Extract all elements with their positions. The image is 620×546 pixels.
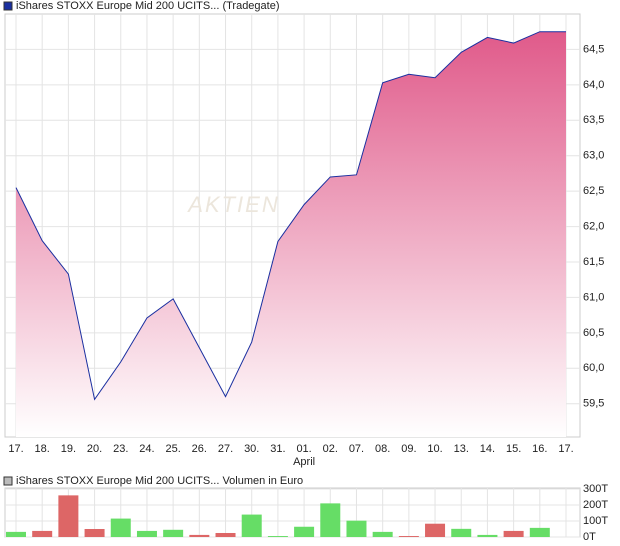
y-tick-label: 0T: [583, 531, 596, 543]
y-tick-label: 61,0: [583, 291, 604, 303]
x-tick-label: 18.: [35, 443, 50, 455]
bar: [477, 534, 498, 537]
bar: [267, 536, 288, 537]
bar: [163, 529, 184, 537]
bar: [529, 527, 550, 537]
x-tick-label: 17.: [558, 443, 573, 455]
bar: [398, 536, 419, 537]
line: [15, 31, 566, 401]
legend-swatch: [3, 476, 13, 486]
bar: [136, 530, 157, 537]
x-tick-label: 07.: [349, 443, 364, 455]
y-tick-label: 64,0: [583, 79, 604, 91]
bar: [294, 526, 315, 537]
bar: [58, 495, 79, 537]
y-tick-label: 63,0: [583, 150, 604, 162]
area: [16, 31, 566, 438]
x-tick-label: 15.: [506, 443, 521, 455]
y-tick-label: 62,0: [583, 220, 604, 232]
x-tick-label: 24.: [139, 443, 154, 455]
x-tick-label: 08.: [375, 443, 390, 455]
bar: [215, 532, 236, 537]
x-tick-label: 17.: [8, 443, 23, 455]
watermark: AKTIEN: [186, 192, 279, 217]
bar: [503, 530, 524, 537]
x-tick-label: 09.: [401, 443, 416, 455]
legend-swatch: [3, 1, 13, 11]
x-tick-label: 14.: [480, 443, 495, 455]
y-tick-label: 62,5: [583, 185, 604, 197]
x-tick-label: 16.: [532, 443, 547, 455]
y-tick-label: 61,5: [583, 256, 604, 268]
bar: [6, 531, 26, 537]
x-tick-label: 10.: [427, 443, 442, 455]
x-tick-label: 20.: [87, 443, 102, 455]
bar: [451, 528, 472, 537]
y-tick-label: 60,0: [583, 362, 604, 374]
chart-title: iShares STOXX Europe Mid 200 UCITS... (T…: [16, 0, 280, 12]
y-tick-label: 60,5: [583, 327, 604, 339]
y-tick-label: 64,5: [583, 43, 604, 55]
bar: [241, 514, 262, 537]
bar: [372, 531, 393, 537]
x-tick-label: 23.: [113, 443, 128, 455]
x-tick-label: 25.: [165, 443, 180, 455]
month-label: April: [293, 456, 315, 468]
plot-area: [4, 487, 581, 538]
x-tick-label: 01.: [296, 443, 311, 455]
y-tick-label: 200T: [583, 499, 608, 511]
bar: [425, 523, 446, 537]
y-tick-label: 100T: [583, 515, 608, 527]
x-tick-label: 26.: [192, 443, 207, 455]
bar: [32, 530, 53, 537]
bar: [110, 518, 131, 537]
x-tick-label: 31.: [270, 443, 285, 455]
x-tick-label: 02.: [323, 443, 338, 455]
y-tick-label: 63,5: [583, 114, 604, 126]
x-tick-label: 30.: [244, 443, 259, 455]
bar: [346, 520, 367, 537]
x-tick-label: 19.: [61, 443, 76, 455]
y-tick-label: 300T: [583, 483, 608, 495]
y-tick-label: 59,5: [583, 398, 604, 410]
bar: [320, 503, 341, 537]
chart-title: iShares STOXX Europe Mid 200 UCITS... Vo…: [16, 475, 303, 487]
x-tick-label: 13.: [454, 443, 469, 455]
bar: [84, 528, 105, 537]
x-tick-label: 27.: [218, 443, 233, 455]
bar: [189, 534, 210, 537]
